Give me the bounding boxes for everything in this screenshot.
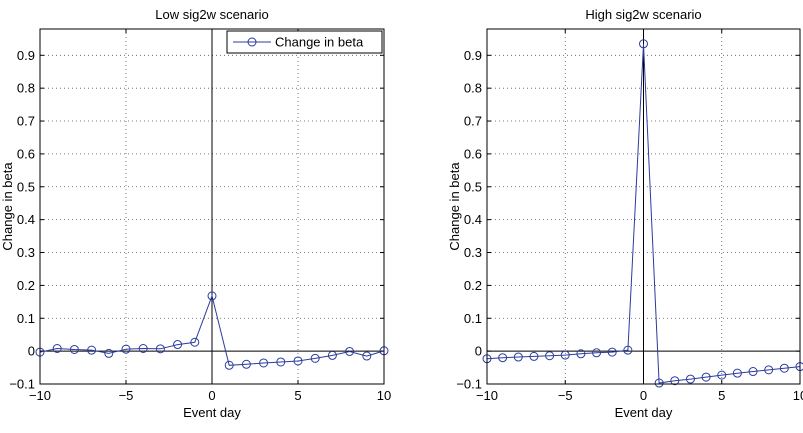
y-tick-label: 0.8 <box>17 81 35 96</box>
y-tick-label: 0.5 <box>17 179 35 194</box>
data-point <box>560 350 570 360</box>
data-point <box>529 351 539 361</box>
data-point <box>345 346 355 356</box>
chart-title: Low sig2w scenario <box>155 7 268 22</box>
data-point <box>138 344 148 353</box>
y-axis-label: Change in beta <box>0 162 15 251</box>
y-tick-label: 0.5 <box>464 179 482 194</box>
y-tick-label: 0.2 <box>17 278 35 293</box>
chart-panel-high: −10 −5 0 5 10 −0.1 0 0.1 0.2 0.3 0.4 0.5 0.6 0.7 0.8 0.… <box>447 7 803 420</box>
x-tick-label: −10 <box>29 388 51 403</box>
data-point <box>654 378 664 388</box>
x-tick-label: −10 <box>476 388 498 403</box>
y-tick-label: 0.9 <box>464 48 482 63</box>
x-tick-label: 0 <box>640 388 647 403</box>
data-point <box>327 350 337 360</box>
data-point <box>779 363 789 373</box>
x-axis-label: Event day <box>615 405 673 420</box>
x-tick-label: 0 <box>208 388 215 403</box>
x-tick-label: 5 <box>718 388 725 403</box>
data-point <box>207 291 217 301</box>
data-point <box>121 344 131 354</box>
data-point <box>685 374 695 384</box>
data-point <box>607 347 617 357</box>
data-point <box>732 368 742 378</box>
data-point <box>717 370 727 380</box>
data-point <box>498 353 508 363</box>
y-tick-label: 0.1 <box>17 311 35 326</box>
x-tick-label: −5 <box>558 388 573 403</box>
y-tick-label: −0.1 <box>456 377 482 392</box>
series-line <box>486 43 801 384</box>
data-point <box>52 344 62 353</box>
y-tick-label: 0.7 <box>17 114 35 129</box>
y-axis-label: Change in beta <box>447 162 462 251</box>
x-tick-label: −5 <box>119 388 134 403</box>
data-point <box>276 357 286 367</box>
data-point <box>293 356 303 366</box>
chart-panel-low: −10 −5 0 5 10 −0.1 0 0.1 0.2 0.3 0.4 0.5 0.6 0.7 0.8 0.… <box>0 7 391 420</box>
x-axis-label: Event day <box>183 405 241 420</box>
data-point <box>259 358 269 368</box>
legend-box <box>226 30 383 54</box>
y-tick-label: 0.3 <box>17 245 35 260</box>
plot-frame <box>486 28 801 385</box>
y-tick-label: 0.6 <box>17 146 35 161</box>
data-point <box>69 344 79 354</box>
plot-frame <box>39 28 385 385</box>
y-tick-label: 0 <box>28 344 35 359</box>
data-point <box>764 365 774 375</box>
data-point <box>623 345 633 355</box>
x-tick-label: 10 <box>793 388 803 403</box>
y-tick-label: −0.1 <box>9 377 35 392</box>
data-point <box>701 372 711 382</box>
y-tick-label: 0.4 <box>464 212 482 227</box>
data-point <box>513 352 523 362</box>
y-tick-label: 0.3 <box>464 245 482 260</box>
x-tick-label: 10 <box>377 388 391 403</box>
data-point <box>362 351 372 361</box>
data-point <box>224 360 234 370</box>
y-tick-label: 0.4 <box>17 212 35 227</box>
data-point <box>639 39 648 49</box>
y-tick-label: 0.9 <box>17 48 35 63</box>
chart-title: High sig2w scenario <box>585 7 701 22</box>
x-tick-label: 5 <box>294 388 301 403</box>
data-point <box>576 349 586 359</box>
data-point <box>87 345 97 355</box>
y-tick-label: 0 <box>475 344 482 359</box>
y-tick-label: 0.8 <box>464 81 482 96</box>
data-point <box>310 353 320 363</box>
data-point <box>670 376 680 386</box>
y-tick-label: 0.2 <box>464 278 482 293</box>
data-point <box>241 359 251 369</box>
series-line <box>39 294 385 366</box>
data-point <box>104 348 114 358</box>
y-tick-label: 0.6 <box>464 146 482 161</box>
data-point <box>190 337 200 347</box>
data-point <box>592 348 602 358</box>
legend-marker <box>247 37 257 47</box>
data-point <box>155 344 165 354</box>
legend-label: Change in beta <box>275 35 364 50</box>
data-point <box>748 367 758 377</box>
data-point <box>173 340 183 350</box>
y-tick-label: 0.7 <box>464 114 482 129</box>
data-point <box>545 351 555 361</box>
y-tick-label: 0.1 <box>464 311 482 326</box>
